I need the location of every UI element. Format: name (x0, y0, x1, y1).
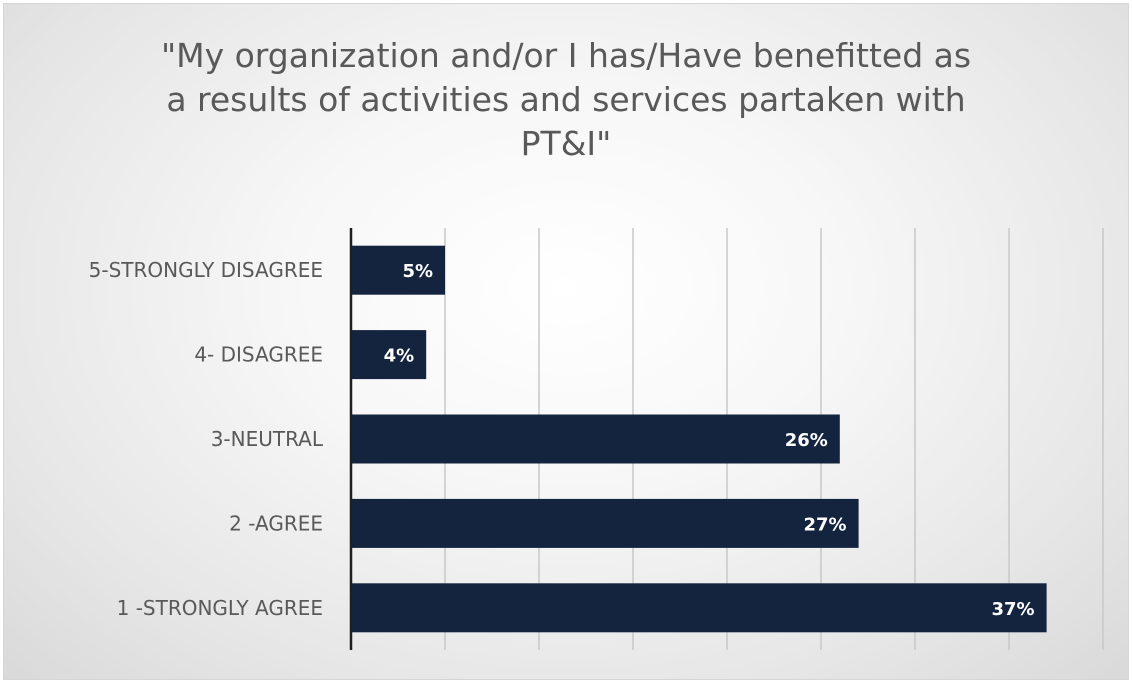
bar (351, 498, 859, 548)
data-label: 27% (804, 514, 847, 535)
chart-title-line-1: "My organization and/or I has/Have benef… (160, 36, 972, 75)
bar (351, 414, 840, 464)
category-label: 5-STRONGLY DISAGREE (89, 258, 323, 282)
data-label: 37% (992, 599, 1035, 620)
category-label: 4- DISAGREE (194, 343, 323, 367)
category-label: 3-NEUTRAL (211, 427, 324, 451)
category-label: 1 -STRONGLY AGREE (117, 596, 323, 620)
category-label: 2 -AGREE (229, 511, 323, 535)
data-label: 4% (384, 346, 415, 367)
chart-title-line-2: a results of activities and services par… (166, 80, 966, 119)
chart-title-line-3: PT&I" (520, 124, 612, 163)
chart-title: "My organization and/or I has/Have benef… (0, 34, 1132, 166)
bar (351, 583, 1047, 633)
bar (351, 330, 427, 380)
data-label: 5% (402, 261, 433, 282)
data-label: 26% (785, 430, 828, 451)
chart-area (3, 3, 1129, 680)
bar (351, 245, 445, 295)
